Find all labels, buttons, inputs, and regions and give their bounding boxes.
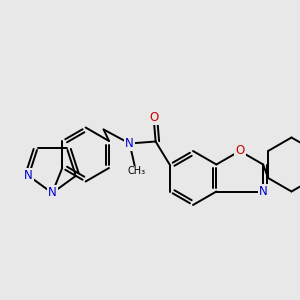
Text: N: N (125, 137, 134, 150)
Text: CH₃: CH₃ (128, 167, 146, 176)
Text: N: N (259, 185, 268, 198)
Text: O: O (235, 145, 244, 158)
Text: O: O (149, 111, 158, 124)
Text: N: N (48, 187, 57, 200)
Text: N: N (24, 169, 33, 182)
